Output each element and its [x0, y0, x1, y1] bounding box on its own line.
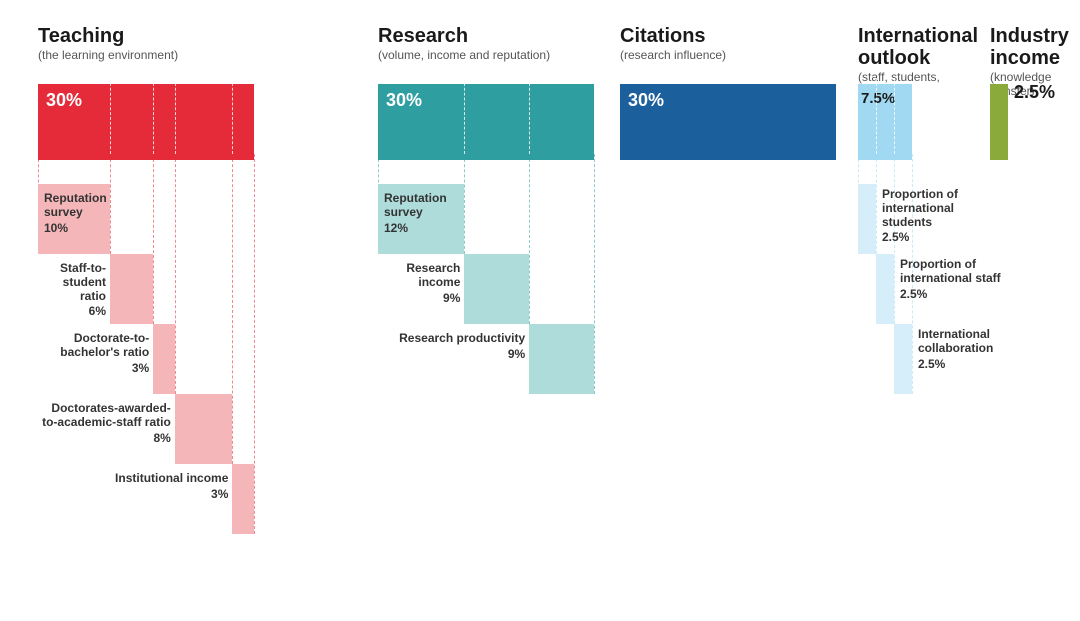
- sub-label: International collaboration2.5%: [918, 328, 1028, 371]
- category-subtitle: (research influence): [620, 49, 836, 63]
- category-title: Teaching: [38, 25, 254, 47]
- divider-line: [529, 78, 530, 154]
- category-title: Research: [378, 25, 594, 47]
- main-band: 7.5%: [858, 84, 912, 160]
- main-band: [990, 84, 1008, 160]
- weighting-chart: Teaching (the learning environment) 30% Rep…: [0, 0, 1080, 621]
- divider-line: [110, 78, 111, 154]
- category-title: Citations: [620, 25, 836, 47]
- main-band: 30%: [38, 84, 254, 160]
- category-teaching: Teaching (the learning environment): [38, 25, 254, 63]
- sub-box: [175, 394, 233, 464]
- sub-box: [876, 254, 894, 324]
- sub-label: Doctorates-awarded-to-academic-staff rat…: [38, 402, 171, 445]
- sub-label: Institutional income3%: [38, 472, 228, 502]
- divider-line-ext: [232, 154, 233, 464]
- divider-line: [175, 78, 176, 154]
- divider-line-ext: [464, 154, 465, 254]
- main-band: 30%: [378, 84, 594, 160]
- category-research: Research (volume, income and reputation): [378, 25, 594, 63]
- divider-line: [232, 78, 233, 154]
- category-title: Industry income: [990, 25, 1070, 69]
- sub-box: [858, 184, 876, 254]
- main-pct-label: 7.5%: [861, 90, 895, 107]
- main-band: 30%: [620, 84, 836, 160]
- divider-line-ext: [110, 154, 111, 254]
- sub-label: Doctorate-to-bachelor's ratio3%: [38, 332, 149, 375]
- divider-line-ext: [876, 154, 877, 254]
- divider-line: [894, 78, 895, 154]
- sub-box: [894, 324, 912, 394]
- main-pct-label: 30%: [46, 90, 82, 111]
- divider-line-ext: [529, 154, 530, 324]
- sub-box: [153, 324, 175, 394]
- sub-label: Reputation survey10%: [44, 192, 106, 235]
- divider-line: [876, 78, 877, 154]
- category-subtitle: (volume, income and reputation): [378, 49, 594, 63]
- sub-label: Research income9%: [378, 262, 460, 305]
- main-pct-label: 30%: [386, 90, 422, 111]
- sub-label: Staff-to-student ratio6%: [38, 262, 106, 319]
- sub-box: [110, 254, 153, 324]
- sub-label: Research productivity9%: [378, 332, 525, 362]
- sub-box: [232, 464, 254, 534]
- category-subtitle: (the learning environment): [38, 49, 254, 63]
- sub-label: Reputation survey12%: [384, 192, 460, 235]
- divider-line: [153, 78, 154, 154]
- divider-line: [464, 78, 465, 154]
- category-citations: Citations (research influence): [620, 25, 836, 63]
- divider-line-ext: [594, 154, 595, 394]
- sub-box: [529, 324, 594, 394]
- main-pct-label: 2.5%: [1014, 82, 1055, 103]
- divider-line-ext: [175, 154, 176, 394]
- main-pct-label: 30%: [628, 90, 664, 111]
- sub-label: Proportion of international students2.5%: [882, 188, 992, 245]
- sub-box: [464, 254, 529, 324]
- divider-line-ext: [254, 154, 255, 534]
- sub-label: Proportion of international staff2.5%: [900, 258, 1010, 301]
- category-title: International outlook: [858, 25, 978, 69]
- divider-line-ext: [153, 154, 154, 324]
